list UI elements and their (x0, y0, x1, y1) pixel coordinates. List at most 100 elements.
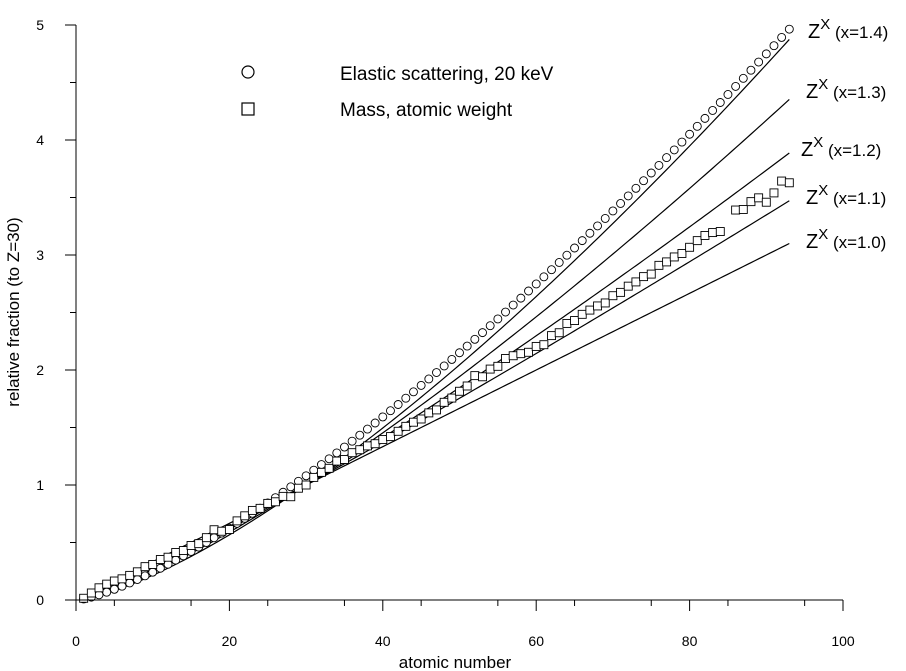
data-point-square (324, 463, 334, 473)
data-point-square (439, 397, 449, 407)
data-point-circle (677, 137, 687, 147)
data-point-square (554, 328, 564, 338)
data-point-circle (554, 258, 564, 267)
data-point-circle (301, 471, 311, 481)
data-point-circle (769, 41, 779, 51)
data-point-circle (646, 168, 656, 178)
data-point-square (600, 298, 610, 308)
data-point-square (761, 197, 771, 207)
data-point-square (155, 555, 165, 564)
data-point-square (639, 272, 649, 282)
data-point-circle (593, 221, 603, 231)
data-point-circle (140, 571, 150, 581)
data-point-square (316, 467, 326, 477)
curve-label: ZX (x=1.1) (806, 182, 886, 209)
data-point-square (539, 340, 549, 350)
data-point-circle (608, 206, 618, 216)
data-point-square (194, 539, 204, 549)
data-point-square (508, 351, 518, 361)
curve-label: ZX (x=1.3) (806, 76, 886, 103)
data-point-square (347, 448, 357, 458)
data-point-circle (715, 98, 725, 107)
data-point-square (148, 560, 158, 569)
curve-label: ZX (x=1.4) (808, 16, 888, 43)
data-point-square (692, 236, 702, 246)
data-point-square (731, 205, 741, 215)
curve-label: ZX (x=1.0) (806, 226, 886, 253)
data-point-circle (585, 228, 595, 238)
data-point-circle (439, 361, 449, 371)
data-point-square (470, 371, 480, 381)
data-point-square (416, 414, 426, 424)
data-point-square (700, 230, 710, 240)
data-point-circle (708, 105, 718, 115)
data-point-square (393, 426, 403, 436)
data-point-circle (485, 321, 495, 331)
data-point-square (669, 252, 679, 262)
data-point-circle (478, 328, 487, 338)
data-point-circle (347, 436, 357, 446)
data-point-square (178, 546, 188, 555)
curve-x-1.3 (83, 98, 790, 600)
x-tick-label: 100 (831, 633, 855, 649)
data-point-circle (316, 460, 326, 469)
x-tick-label: 20 (222, 633, 238, 649)
data-point-circle (547, 265, 556, 275)
legend-marker-square (241, 102, 255, 116)
data-point-square (201, 533, 211, 543)
curve-label-param: (x=1.3) (828, 83, 886, 102)
data-point-circle (784, 24, 794, 34)
data-point-circle (616, 199, 626, 208)
curve-label-base: Z (808, 21, 820, 43)
data-point-circle (746, 65, 756, 75)
curve-label-param: (x=1.1) (828, 189, 886, 208)
data-point-square (547, 331, 556, 341)
data-point-square (355, 445, 365, 455)
data-point-circle (738, 73, 748, 83)
data-point-square (171, 548, 181, 557)
data-point-square (616, 287, 626, 297)
data-point-circle (692, 121, 702, 131)
y-tick-label: 4 (36, 132, 44, 148)
curve-label-base: Z (806, 187, 818, 209)
x-tick-label: 0 (72, 633, 80, 649)
data-point-square (631, 277, 641, 287)
data-point-square (132, 567, 142, 577)
curve-label-base: Z (806, 81, 818, 103)
data-point-circle (393, 400, 403, 409)
data-point-square (524, 347, 533, 357)
data-point-square (715, 227, 725, 236)
data-point-square (478, 372, 487, 382)
data-point-circle (570, 243, 579, 253)
data-point-circle (761, 49, 771, 59)
data-point-circle (148, 567, 158, 577)
curve-x-1.1 (83, 200, 790, 598)
data-point-square (309, 472, 319, 482)
data-point-square (516, 349, 526, 359)
data-point-circle (501, 307, 510, 317)
data-point-circle (669, 145, 679, 155)
curve-label-exponent: X (813, 134, 823, 151)
curve-label-base: Z (806, 231, 818, 253)
data-point-circle (355, 430, 365, 440)
data-point-square (738, 205, 748, 214)
data-point-square (286, 492, 296, 502)
data-point-circle (524, 286, 533, 296)
data-point-square (769, 188, 779, 198)
data-point-circle (516, 293, 526, 303)
data-point-circle (432, 368, 441, 377)
data-point-square (247, 505, 257, 515)
data-point-square (240, 511, 250, 521)
data-point-circle (493, 314, 503, 324)
data-point-circle (155, 563, 165, 573)
data-point-circle (723, 90, 733, 99)
data-point-circle (409, 387, 418, 397)
legend-label-elastic: Elastic scattering, 20 keV (340, 64, 554, 85)
y-tick-label: 0 (36, 592, 44, 608)
data-point-circle (286, 482, 296, 492)
data-point-circle (363, 424, 372, 434)
data-point-circle (470, 334, 480, 344)
data-point-square (117, 574, 127, 584)
data-point-circle (132, 575, 142, 584)
data-point-square (340, 455, 349, 464)
